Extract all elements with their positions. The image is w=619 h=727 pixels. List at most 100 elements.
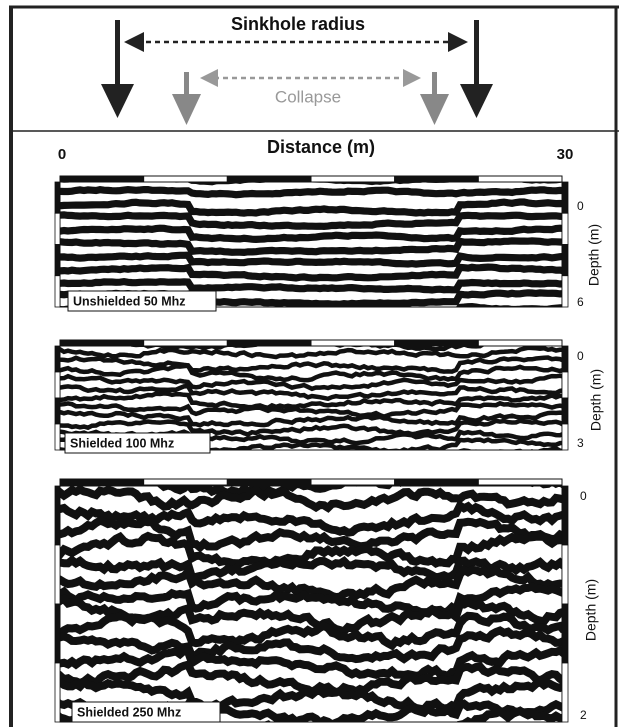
depth-segment [561,244,569,277]
scale-segment [394,175,479,183]
depth-segment [54,244,61,277]
depth-title: Depth (m) [586,224,602,286]
depth-segment [54,275,61,308]
depth-segment [54,603,61,664]
depth-segment [54,485,61,546]
scale-segment [394,339,479,347]
sinkhole-label: Sinkhole radius [231,14,365,34]
arrow-head [420,94,449,125]
depth-segment [561,485,569,546]
arrow-shaft [115,20,120,86]
scale-segment [226,478,312,486]
reflector-band [60,418,562,437]
depth-title: Depth (m) [583,579,599,641]
reflector-band [60,198,562,217]
arrow-head [124,32,144,52]
depth-segment [54,345,61,373]
depth-segment [561,181,569,214]
sinkhole-arrows: Sinkhole radius [101,14,493,118]
reflector-band [60,645,562,681]
reflector-band [60,555,562,582]
depth-segment [54,544,61,605]
reflector-band [60,373,562,392]
scale-segment [310,478,396,486]
depth-segment [561,662,569,723]
depth-segment [561,544,569,605]
arrow-shaft [474,20,479,86]
depth-segment [54,212,61,245]
scale-segment [143,175,228,183]
scale-segment [310,339,396,347]
arrow-head [172,94,201,125]
reflector-band [60,499,562,537]
reflector-band [60,400,562,419]
reflector-band [56,321,564,329]
reflector-band [60,626,562,664]
panel-label-box [64,432,211,454]
radargram-panel: 0 2 Depth (m) Shielded 250 Mhz [54,478,599,723]
depth-segment [561,345,569,373]
reflector-band [60,582,562,618]
panel-label-box [71,701,221,723]
scale-segment [59,478,145,486]
depth-bottom: 3 [577,436,584,450]
depth-title: Depth (m) [588,369,604,431]
depth-segment [54,397,61,425]
stripes [60,486,562,722]
panel-label: Shielded 250 Mhz [77,705,181,719]
axis-end: 30 [557,146,574,163]
depth-top: 0 [577,349,584,363]
scale-segment [226,339,312,347]
depth-segment [54,371,61,399]
arrow-head [200,69,218,87]
panel-label: Shielded 100 Mhz [70,436,174,450]
reflector-band [60,263,562,282]
reflector-band [60,564,562,602]
axis-title: Distance (m) [267,137,375,157]
axis-start: 0 [58,146,66,163]
scale-segment [310,175,396,183]
reflector-band [60,185,562,199]
depth-top: 0 [580,489,587,503]
reflector-band [60,211,562,231]
reflector-band [60,391,562,411]
reflector-band [60,409,562,428]
reflector-band [60,237,562,257]
depth-segment [561,212,569,245]
scale-segment [226,175,312,183]
arrow-head [448,32,468,52]
panel-label: Unshielded 50 Mhz [73,294,186,308]
radargram-panel: 0 3 Depth (m) Shielded 100 Mhz [54,339,604,469]
reflector-band [60,486,562,513]
panel-label-box [67,290,217,312]
scale-segment [143,478,228,486]
depth-segment [561,423,569,451]
reflector-band [60,611,562,651]
reflector-band [60,251,562,268]
reflector-band [60,676,562,714]
arrow-head [101,84,134,118]
reflector-band [60,346,562,360]
depth-segment [54,423,61,451]
reflector-band [56,458,564,469]
depth-segment [561,371,569,399]
arrow-shaft [432,72,437,96]
depth-segment [54,181,61,214]
depth-segment [561,275,569,308]
arrow-head [403,69,421,87]
scale-segment [477,478,563,486]
reflector-band [60,355,562,374]
scale-segment [59,339,145,347]
depth-bottom: 6 [577,295,584,309]
scale-segment [477,175,563,183]
depth-bottom: 2 [580,708,587,722]
scale-segment [394,478,479,486]
reflector-band [60,531,562,568]
reflector-band [60,224,562,244]
depth-segment [561,603,569,664]
depth-top: 0 [577,199,584,213]
reflector-band [60,383,562,402]
collapse-label: Collapse [275,87,341,106]
